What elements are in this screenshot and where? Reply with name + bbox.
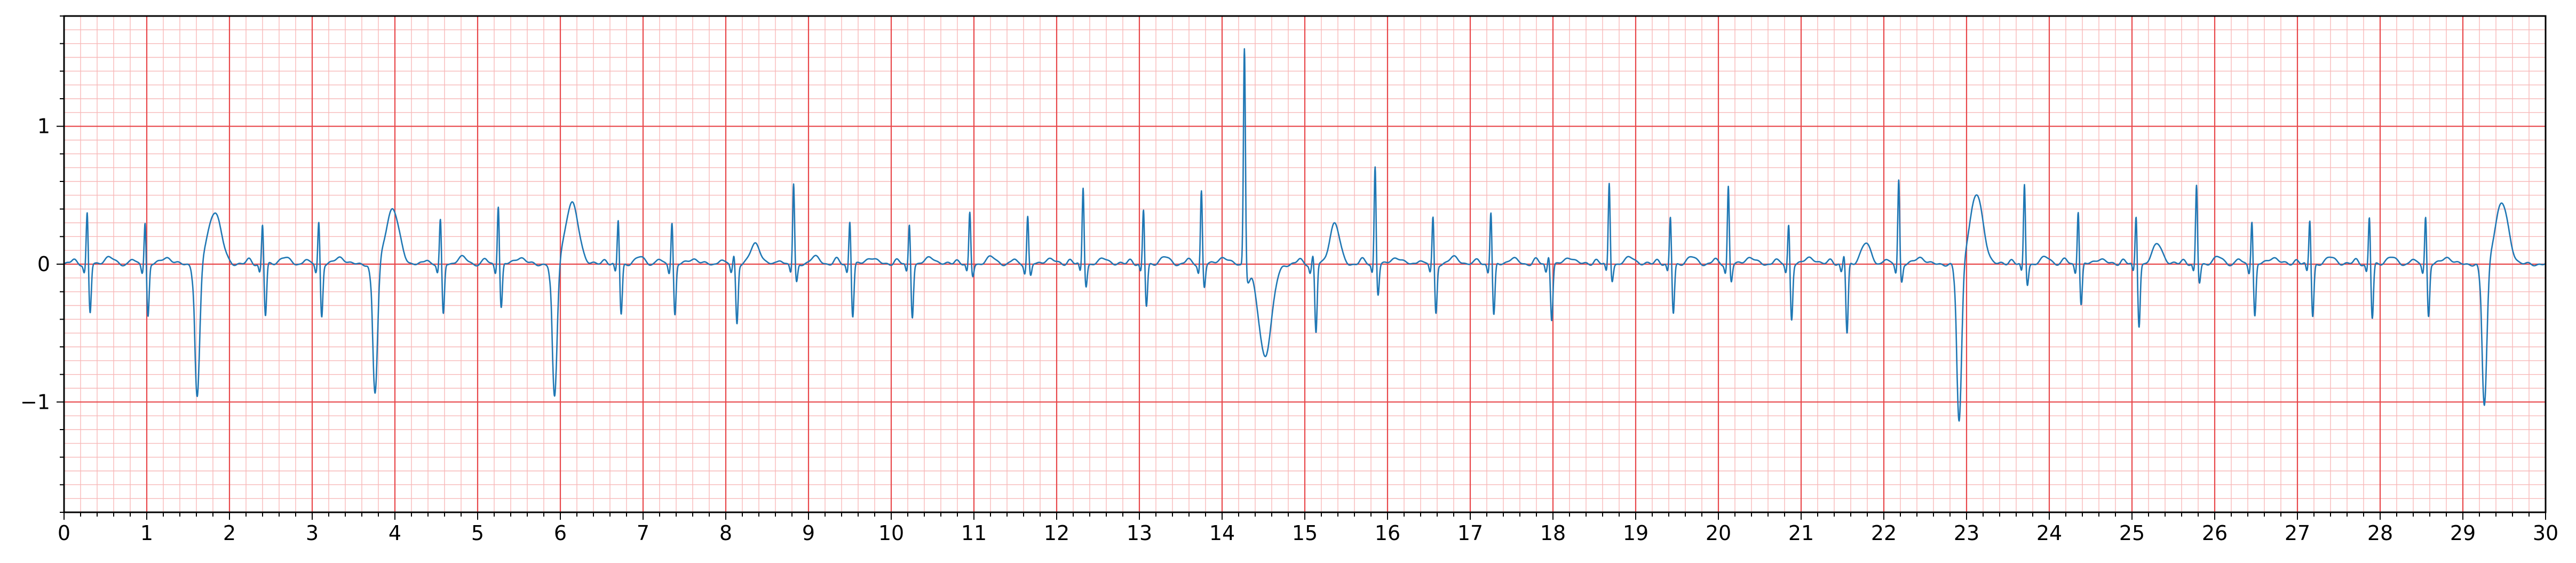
x-tick-label: 12 [1044,521,1069,545]
x-tick-label: 23 [1954,521,1979,545]
x-tick-label: 18 [1540,521,1566,545]
x-tick-label: 0 [58,521,70,545]
y-tick-label: 0 [37,252,50,276]
x-tick-label: 10 [878,521,904,545]
x-tick-label: 30 [2533,521,2558,545]
x-tick-label: 21 [1788,521,1814,545]
x-tick-label: 7 [637,521,649,545]
x-tick-label: 16 [1375,521,1400,545]
x-tick-label: 27 [2285,521,2310,545]
x-tick-label: 5 [471,521,484,545]
x-tick-label: 17 [1457,521,1483,545]
x-tick-label: 25 [2119,521,2145,545]
y-tick-label: 1 [37,115,50,138]
x-tick-label: 6 [554,521,567,545]
x-tick-label: 2 [223,521,236,545]
x-tick-label: 14 [1209,521,1235,545]
x-tick-label: 13 [1127,521,1152,545]
x-tick-label: 29 [2450,521,2476,545]
x-tick-label: 8 [719,521,732,545]
x-tick-label: 9 [802,521,815,545]
y-axis: 1 0 −1 [20,15,64,513]
x-tick-label: 3 [306,521,319,545]
x-tick-label: 24 [2036,521,2062,545]
y-tick-label: −1 [20,390,50,414]
x-tick-label: 20 [1706,521,1731,545]
x-tick-label: 15 [1292,521,1318,545]
ecg-trace-line [64,48,2546,422]
x-axis: 0 1 2 3 4 5 6 7 8 9 10 11 12 13 14 15 16 17 18 19 20 21 22 23 24… [58,512,2558,545]
x-tick-label: 11 [961,521,987,545]
x-tick-label: 1 [140,521,153,545]
x-tick-label: 26 [2202,521,2228,545]
x-tick-label: 19 [1623,521,1648,545]
x-tick-label: 22 [1871,521,1897,545]
x-tick-label: 28 [2367,521,2393,545]
x-tick-label: 4 [389,521,401,545]
